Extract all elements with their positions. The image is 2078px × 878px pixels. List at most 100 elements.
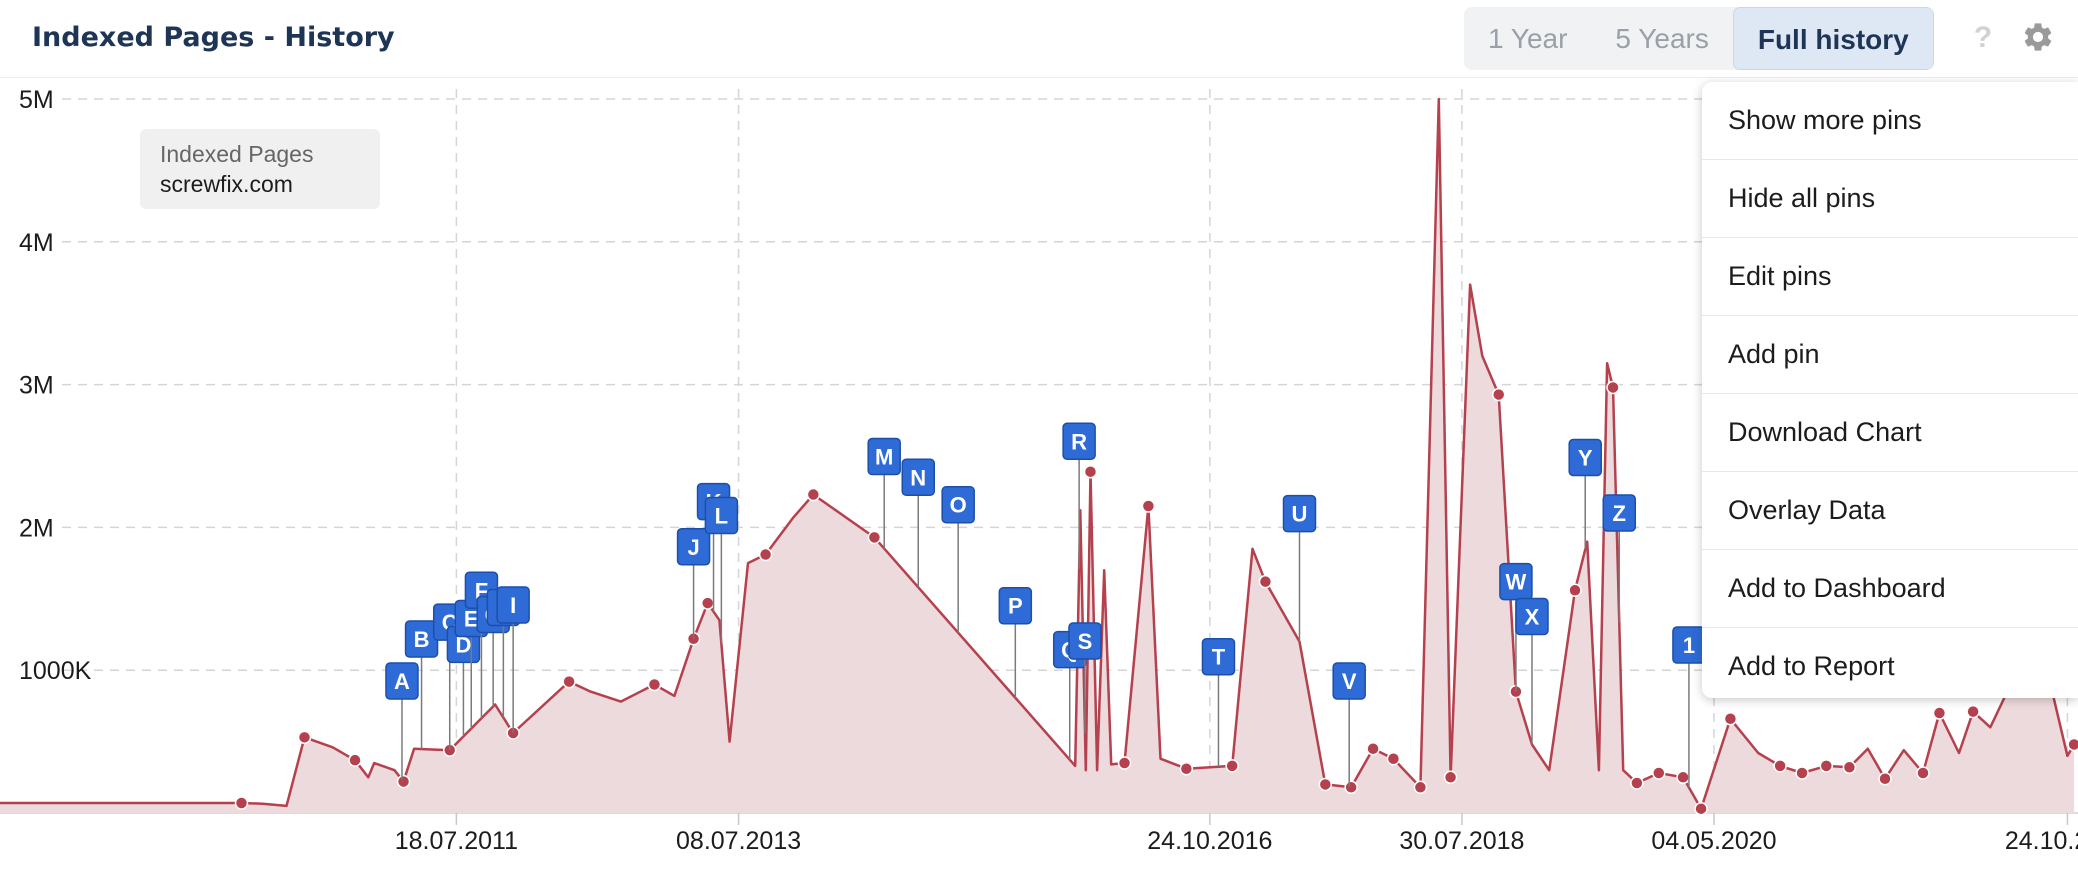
data-point[interactable] <box>1386 751 1401 766</box>
data-point[interactable] <box>396 774 411 789</box>
menu-item-add-to-dashboard[interactable]: Add to Dashboard <box>1702 550 2078 628</box>
pin-T[interactable]: T <box>1201 637 1236 767</box>
x-tick-label: 24.10.2022 <box>2005 827 2078 855</box>
data-point[interactable] <box>1630 776 1644 790</box>
pin-N[interactable]: N <box>901 458 935 588</box>
range-1-year-button[interactable]: 1 Year <box>1488 23 1568 54</box>
pin-1[interactable]: 1 <box>1672 626 1706 788</box>
data-point[interactable] <box>562 674 576 689</box>
data-point[interactable] <box>758 547 773 562</box>
data-point[interactable] <box>1652 766 1666 780</box>
data-point[interactable] <box>806 487 821 502</box>
gear-icon[interactable] <box>2021 20 2055 54</box>
menu-item-add-to-report[interactable]: Add to Report <box>1728 651 1895 681</box>
pin-flag[interactable] <box>1499 562 1533 601</box>
pin-label: R <box>1071 429 1087 454</box>
menu-item-overlay-data[interactable]: Overlay Data <box>1702 472 2078 550</box>
legend-domain: screwfix.com <box>160 171 293 197</box>
pin-P[interactable]: P <box>998 586 1033 698</box>
menu-item-edit-pins[interactable]: Edit pins <box>1702 238 2078 316</box>
data-point[interactable] <box>1344 780 1358 795</box>
data-point[interactable] <box>1568 583 1582 597</box>
pin-flag[interactable] <box>1568 438 1602 477</box>
data-point[interactable] <box>1694 801 1708 816</box>
pin-flag[interactable] <box>901 458 935 497</box>
data-point[interactable] <box>1916 766 1930 780</box>
pin-flag[interactable] <box>998 586 1033 625</box>
data-point[interactable] <box>1491 387 1506 402</box>
data-point[interactable] <box>297 730 312 745</box>
data-point[interactable] <box>1932 706 1947 720</box>
pin-label: P <box>1008 594 1023 619</box>
data-point[interactable] <box>1318 777 1333 792</box>
pin-R[interactable]: R <box>1062 422 1096 570</box>
pin-flag[interactable] <box>941 485 975 524</box>
data-point[interactable] <box>1443 770 1458 785</box>
pin-D[interactable]: D <box>446 625 481 737</box>
pin-flag[interactable] <box>704 496 739 535</box>
menu-item-hide-all-pins[interactable]: Hide all pins <box>1702 160 2078 238</box>
data-point[interactable] <box>1606 380 1620 395</box>
pin-M[interactable]: M <box>867 437 901 549</box>
pin-J[interactable]: J <box>676 528 711 639</box>
menu-item-add-pin[interactable]: Add pin <box>1702 316 2078 394</box>
pin-label: B <box>414 627 430 652</box>
pin-L[interactable]: L <box>704 496 739 644</box>
pin-V[interactable]: V <box>1332 662 1366 788</box>
data-point[interactable] <box>647 677 662 692</box>
y-tick-label: 3M <box>19 372 54 400</box>
pin-O[interactable]: O <box>941 485 975 633</box>
pin-flag[interactable] <box>1515 597 1549 636</box>
pin-flag[interactable] <box>1602 494 1637 532</box>
data-point[interactable] <box>1083 464 1098 479</box>
event-pins[interactable]: ABCDEFGHIJKLMNOPQRSTUVWXYZ1 <box>385 422 1706 788</box>
data-point[interactable] <box>1117 756 1132 770</box>
pin-flag[interactable] <box>496 586 530 624</box>
data-point[interactable] <box>1842 760 1857 775</box>
data-point[interactable] <box>1819 759 1834 773</box>
range-full-history-button[interactable]: Full history <box>1732 7 1934 70</box>
pin-flag[interactable] <box>1332 662 1366 700</box>
data-point[interactable] <box>700 596 715 610</box>
pin-U[interactable]: U <box>1282 494 1317 642</box>
data-point[interactable] <box>867 530 882 545</box>
data-point[interactable] <box>348 753 362 767</box>
data-point[interactable] <box>1225 759 1239 773</box>
pin-flag[interactable] <box>1068 622 1102 660</box>
pin-label: I <box>510 593 516 618</box>
data-point[interactable] <box>1258 574 1273 589</box>
pin-label: D <box>455 632 471 657</box>
data-point[interactable] <box>1366 741 1380 756</box>
pin-flag[interactable] <box>385 662 419 700</box>
data-point[interactable] <box>2067 737 2078 752</box>
pin-label: Y <box>1578 446 1593 471</box>
data-point[interactable] <box>1966 704 1980 719</box>
menu-item-download-chart[interactable]: Download Chart <box>1702 394 2078 472</box>
pin-flag[interactable] <box>1201 637 1236 676</box>
pin-A[interactable]: A <box>385 662 419 780</box>
pin-flag[interactable] <box>1282 494 1317 533</box>
pin-X[interactable]: X <box>1515 597 1549 745</box>
pin-Y[interactable]: Y <box>1568 438 1602 550</box>
pin-flag[interactable] <box>867 437 901 476</box>
chart-options-menu: Show more pins Hide all pins Edit pins A… <box>1702 82 2078 698</box>
pin-flag[interactable] <box>676 528 711 566</box>
data-point[interactable] <box>1773 759 1787 773</box>
pin-label: U <box>1292 502 1308 527</box>
data-point[interactable] <box>234 796 249 810</box>
pin-label: J <box>687 535 699 560</box>
range-5-years-button[interactable]: 5 Years <box>1615 23 1709 54</box>
pin-I[interactable]: I <box>496 586 530 734</box>
data-point[interactable] <box>1676 770 1690 785</box>
pin-Z[interactable]: Z <box>1602 494 1637 623</box>
data-point[interactable] <box>1723 712 1738 726</box>
data-point[interactable] <box>1878 771 1892 786</box>
menu-item-show-more-pins[interactable]: Show more pins <box>1702 82 2078 160</box>
data-point[interactable] <box>1141 499 1156 513</box>
data-point[interactable] <box>1179 761 1194 776</box>
pin-flag[interactable] <box>1062 422 1096 461</box>
pin-S[interactable]: S <box>1068 622 1102 734</box>
data-point[interactable] <box>1413 780 1428 795</box>
question-mark-icon[interactable]: ? <box>1973 21 1993 54</box>
data-point[interactable] <box>1795 766 1809 780</box>
